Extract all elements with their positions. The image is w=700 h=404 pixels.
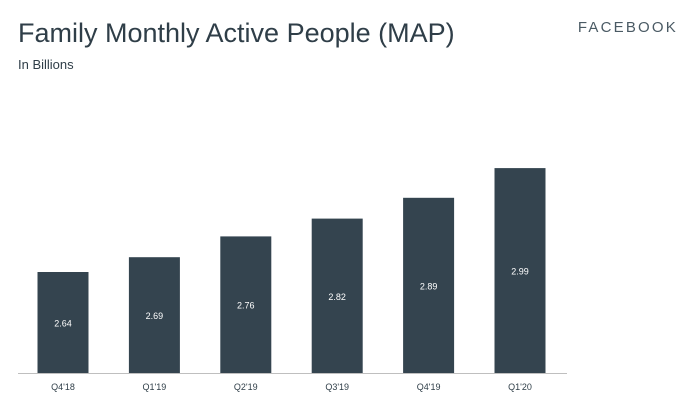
brand-logo-text: FACEBOOK	[577, 19, 678, 36]
x-tick-label: Q1'19	[143, 382, 167, 392]
x-tick-label: Q3'19	[325, 382, 349, 392]
data-label: 2.82	[328, 292, 346, 302]
x-tick-label: Q2'19	[234, 382, 258, 392]
page-subtitle: In Billions	[18, 57, 74, 72]
x-tick-label: Q4'19	[417, 382, 441, 392]
bar-Q3'19	[311, 218, 363, 373]
x-tick-label: Q4'18	[51, 382, 75, 392]
data-label: 2.89	[420, 281, 438, 291]
data-label: 2.69	[146, 311, 164, 321]
bar-Q1'19	[128, 257, 180, 373]
bar-Q4'18	[37, 272, 89, 373]
x-tick-label: Q1'20	[508, 382, 532, 392]
bar-Q1'20	[494, 168, 546, 373]
data-label: 2.76	[237, 301, 255, 311]
bar-Q4'19	[403, 197, 455, 373]
data-label: 2.64	[54, 319, 72, 329]
page-title: Family Monthly Active People (MAP)	[18, 18, 455, 48]
data-label: 2.99	[511, 267, 529, 277]
bar-Q2'19	[220, 236, 272, 373]
